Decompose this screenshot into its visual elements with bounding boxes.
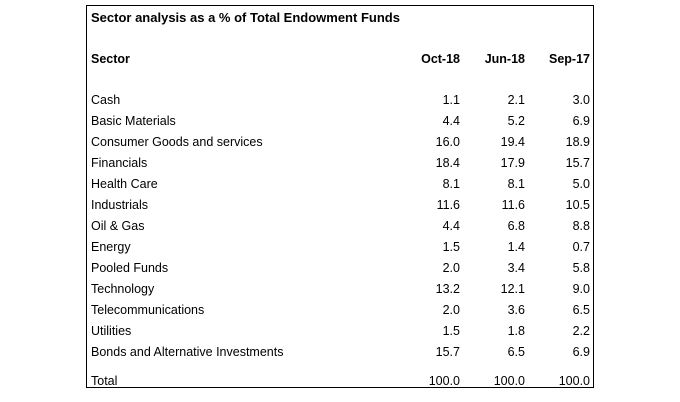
column-header-sector: Sector (91, 51, 130, 66)
total-value-oct-18: 100.0 (428, 374, 460, 388)
table-row: Technology 13.2 12.1 9.0 (87, 279, 593, 300)
sector-value-cell: 17.9 (500, 156, 525, 170)
sector-value-cell: 3.0 (572, 93, 590, 107)
table-row: Health Care 8.1 8.1 5.0 (87, 174, 593, 195)
sector-name-cell: Oil & Gas (91, 219, 145, 233)
column-header-sep-17: Sep-17 (549, 51, 590, 66)
sector-value-cell: 1.1 (442, 93, 460, 107)
total-value-sep-17: 100.0 (558, 374, 590, 388)
sector-value-cell: 5.2 (507, 114, 525, 128)
total-value-jun-18: 100.0 (493, 374, 525, 388)
sector-name-cell: Industrials (91, 198, 148, 212)
sector-value-cell: 18.4 (435, 156, 460, 170)
table-row: Basic Materials 4.4 5.2 6.9 (87, 111, 593, 132)
total-label: Total (91, 374, 118, 388)
table-total-row: Total 100.0 100.0 100.0 (87, 371, 593, 392)
table-row: Pooled Funds 2.0 3.4 5.8 (87, 258, 593, 279)
sector-value-cell: 6.9 (572, 345, 590, 359)
table-row: Telecommunications 2.0 3.6 6.5 (87, 300, 593, 321)
sector-name-cell: Cash (91, 93, 121, 107)
table-row: Consumer Goods and services 16.0 19.4 18.9 (87, 132, 593, 153)
sector-value-cell: 3.6 (507, 303, 525, 317)
sector-value-cell: 2.0 (442, 261, 460, 275)
spacer-row (87, 363, 593, 371)
sector-value-cell: 10.5 (565, 198, 590, 212)
sector-value-cell: 5.0 (572, 177, 590, 191)
sector-value-cell: 6.8 (507, 219, 525, 233)
sector-value-cell: 8.8 (572, 219, 590, 233)
sector-name-cell: Utilities (91, 324, 132, 338)
sector-value-cell: 6.5 (572, 303, 590, 317)
sector-name-cell: Basic Materials (91, 114, 176, 128)
table-row: Bonds and Alternative Investments 15.7 6.5… (87, 342, 593, 363)
sector-value-cell: 1.8 (507, 324, 525, 338)
sector-value-cell: 15.7 (435, 345, 460, 359)
table-row: Utilities 1.5 1.8 2.2 (87, 321, 593, 342)
sector-value-cell: 2.1 (507, 93, 525, 107)
sector-value-cell: 4.4 (442, 114, 460, 128)
sector-value-cell: 9.0 (572, 282, 590, 296)
spacer-row (87, 28, 593, 48)
sector-value-cell: 11.6 (501, 198, 525, 212)
table-body: Cash 1.1 2.1 3.0 Basic Materials 4.4 5.2 6.9 Con… (87, 90, 593, 363)
sector-name-cell: Financials (91, 156, 148, 170)
sector-value-cell: 18.9 (565, 135, 590, 149)
sector-value-cell: 8.1 (442, 177, 460, 191)
table-row: Energy 1.5 1.4 0.7 (87, 237, 593, 258)
sector-value-cell: 0.7 (572, 240, 590, 254)
sector-value-cell: 6.5 (507, 345, 525, 359)
sector-name-cell: Pooled Funds (91, 261, 169, 275)
sector-value-cell: 16.0 (435, 135, 460, 149)
sector-name-cell: Energy (91, 240, 131, 254)
sector-name-cell: Telecommunications (91, 303, 205, 317)
table-row: Financials 18.4 17.9 15.7 (87, 153, 593, 174)
sector-value-cell: 8.1 (507, 177, 525, 191)
sector-analysis-table: Sector analysis as a % of Total Endowmen… (86, 5, 594, 388)
table-row: Industrials 11.6 11.6 10.5 (87, 195, 593, 216)
table-row: Cash 1.1 2.1 3.0 (87, 90, 593, 111)
sector-value-cell: 6.9 (572, 114, 590, 128)
sector-value-cell: 15.7 (565, 156, 590, 170)
column-header-jun-18: Jun-18 (484, 51, 525, 66)
sector-value-cell: 13.2 (435, 282, 460, 296)
sector-value-cell: 19.4 (500, 135, 525, 149)
sector-name-cell: Bonds and Alternative Investments (91, 345, 284, 359)
sector-value-cell: 11.6 (436, 198, 460, 212)
sector-name-cell: Consumer Goods and services (91, 135, 263, 149)
table-row: Oil & Gas 4.4 6.8 8.8 (87, 216, 593, 237)
sector-value-cell: 1.5 (442, 240, 460, 254)
sector-name-cell: Technology (91, 282, 155, 296)
table-header-row: Sector Oct-18 Jun-18 Sep-17 (87, 48, 593, 70)
sector-value-cell: 1.4 (507, 240, 525, 254)
sector-value-cell: 12.1 (500, 282, 525, 296)
column-header-oct-18: Oct-18 (421, 51, 460, 66)
sector-value-cell: 5.8 (572, 261, 590, 275)
sector-value-cell: 1.5 (442, 324, 460, 338)
sector-value-cell: 2.2 (572, 324, 590, 338)
sector-value-cell: 2.0 (442, 303, 460, 317)
spacer-row (87, 70, 593, 90)
sector-name-cell: Health Care (91, 177, 158, 191)
table-title-row: Sector analysis as a % of Total Endowmen… (87, 6, 593, 28)
table-title: Sector analysis as a % of Total Endowmen… (91, 9, 400, 25)
sector-value-cell: 3.4 (507, 261, 525, 275)
sector-value-cell: 4.4 (442, 219, 460, 233)
